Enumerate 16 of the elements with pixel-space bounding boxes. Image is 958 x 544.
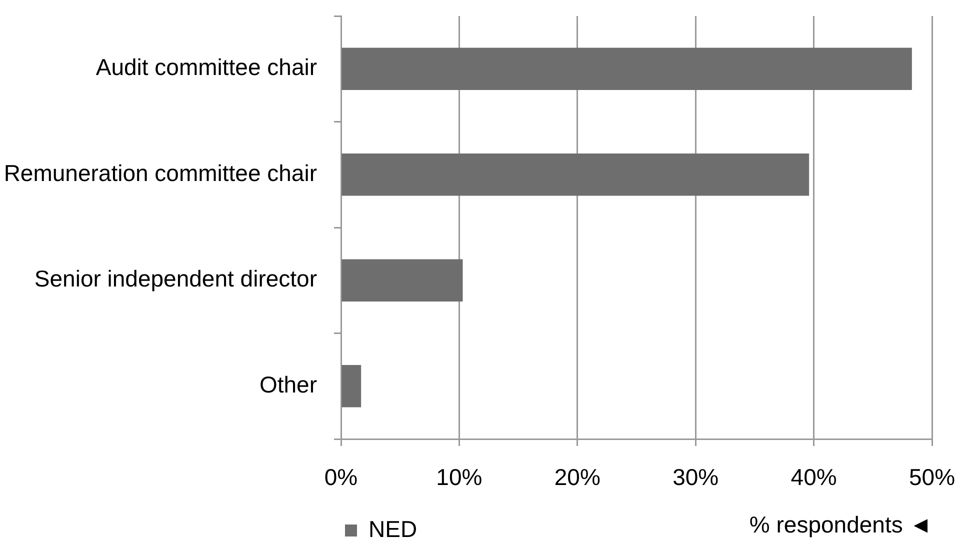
- y-tick-label: Other: [259, 371, 318, 398]
- x-tick-label: 0%: [324, 464, 358, 490]
- x-tick-label: 40%: [790, 464, 837, 490]
- bar: [342, 153, 810, 196]
- y-tick-label: Remuneration committee chair: [4, 160, 318, 186]
- x-tick-label: 10%: [436, 464, 482, 490]
- x-tick-label: 50%: [908, 464, 956, 490]
- bar: [342, 364, 362, 408]
- x-tick-label: 30%: [672, 464, 719, 490]
- legend-label: NED: [368, 516, 418, 542]
- y-tick-label: Audit committee chair: [96, 54, 318, 80]
- bar: [342, 259, 463, 302]
- y-tick-label: Senior independent director: [34, 266, 318, 292]
- bar: [342, 48, 912, 90]
- x-axis-title: % respondents ◄: [749, 512, 932, 538]
- x-tick-label: 20%: [554, 464, 600, 490]
